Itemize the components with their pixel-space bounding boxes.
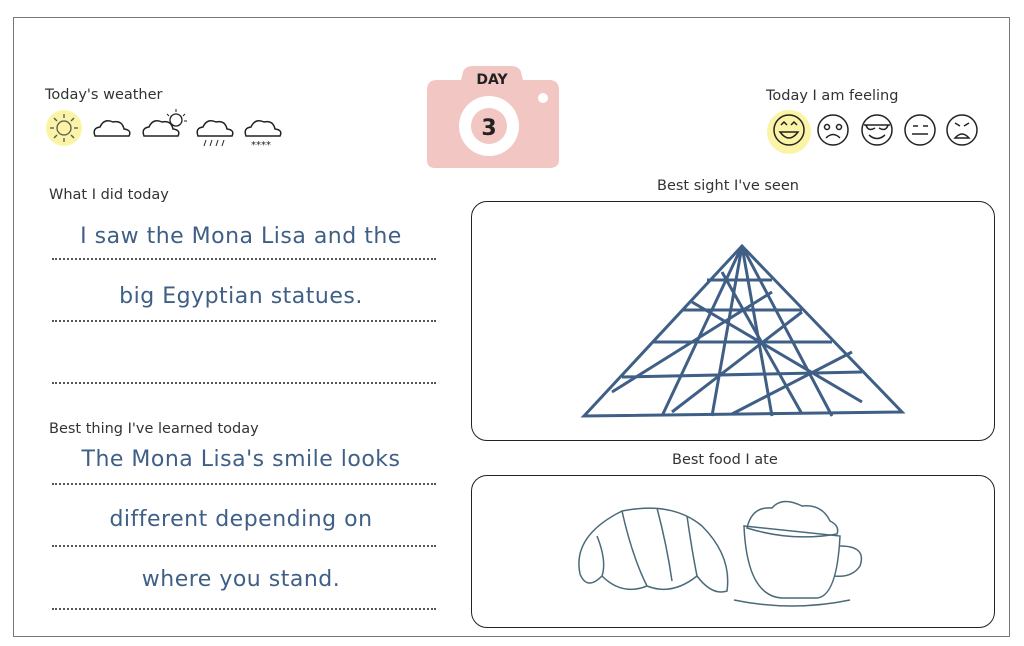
writing-line: [52, 382, 436, 384]
partly-sunny-icon[interactable]: [142, 109, 187, 137]
sight-box: [471, 201, 995, 441]
croissant-coffee-sketch: [578, 500, 863, 607]
louvre-pyramid-sketch: [580, 243, 906, 418]
writing-line: [52, 320, 436, 322]
snow-icon[interactable]: ****: [244, 120, 282, 150]
learned-label: Best thing I've learned today: [49, 421, 259, 437]
cloud-icon[interactable]: [93, 120, 131, 137]
did-today-line-2[interactable]: big Egyptian statues.: [119, 284, 363, 309]
cool-face-icon[interactable]: [861, 114, 893, 146]
feeling-icons: [767, 110, 978, 154]
worried-face-icon[interactable]: [817, 114, 849, 146]
learned-line-1[interactable]: The Mona Lisa's smile looks: [81, 447, 401, 472]
learned-line-3[interactable]: where you stand.: [141, 567, 341, 592]
writing-line: [52, 608, 436, 610]
happy-face-icon[interactable]: [767, 110, 811, 154]
weather-label: Today's weather: [45, 87, 163, 103]
writing-line: [52, 258, 436, 260]
rain-icon[interactable]: [196, 120, 234, 147]
learned-line-2[interactable]: different depending on: [109, 507, 373, 532]
day-label: DAY: [476, 72, 508, 88]
weather-icons: ****: [46, 109, 282, 150]
did-today-label: What I did today: [49, 187, 169, 203]
feeling-label: Today I am feeling: [766, 88, 899, 104]
journal-page: [13, 17, 1010, 637]
neutral-face-icon[interactable]: [904, 114, 936, 146]
angry-face-icon[interactable]: [946, 114, 978, 146]
writing-line: [52, 545, 436, 547]
day-camera-icon: DAY 3: [427, 66, 559, 168]
day-number: 3: [481, 116, 496, 141]
svg-text:****: ****: [251, 140, 271, 150]
sight-label: Best sight I've seen: [657, 178, 799, 194]
food-box: [471, 475, 995, 628]
did-today-line-1[interactable]: I saw the Mona Lisa and the: [80, 224, 402, 249]
writing-line: [52, 483, 436, 485]
food-label: Best food I ate: [672, 452, 778, 468]
sun-icon[interactable]: [46, 110, 82, 146]
